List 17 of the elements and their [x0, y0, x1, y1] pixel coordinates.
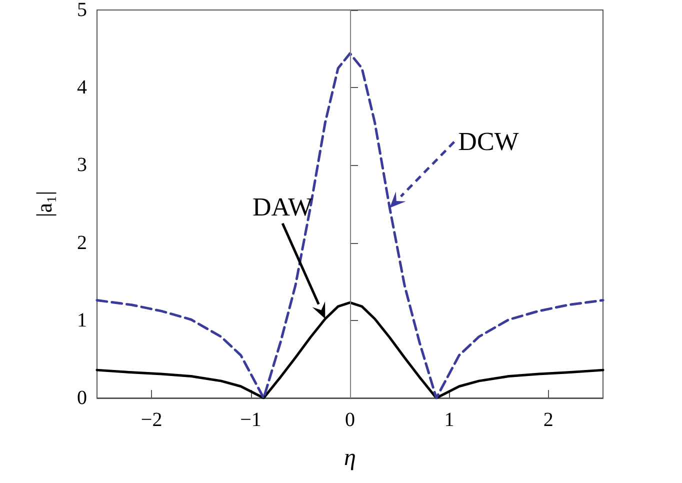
y-tick-label: 1 [77, 309, 87, 332]
x-axis-title: η [344, 445, 356, 471]
y-tick-label: 3 [77, 154, 87, 176]
x-tick-label: 0 [345, 409, 355, 431]
y-axis-title: |a₁| [32, 190, 56, 218]
line-series [96, 301, 604, 400]
text: DAW [252, 192, 313, 222]
y-tick-label: 4 [77, 76, 87, 99]
y-tick-label: 0 [77, 387, 87, 409]
x-tick-label: −1 [240, 409, 262, 431]
y-tick-label: 5 [77, 0, 87, 21]
x-tick-label: 1 [444, 409, 454, 431]
text: DCW [458, 126, 520, 156]
x-tick-label: 2 [543, 409, 554, 431]
line-series [96, 52, 604, 400]
x-tick-label: −2 [140, 409, 162, 431]
y-tick-label: 2 [77, 232, 87, 254]
